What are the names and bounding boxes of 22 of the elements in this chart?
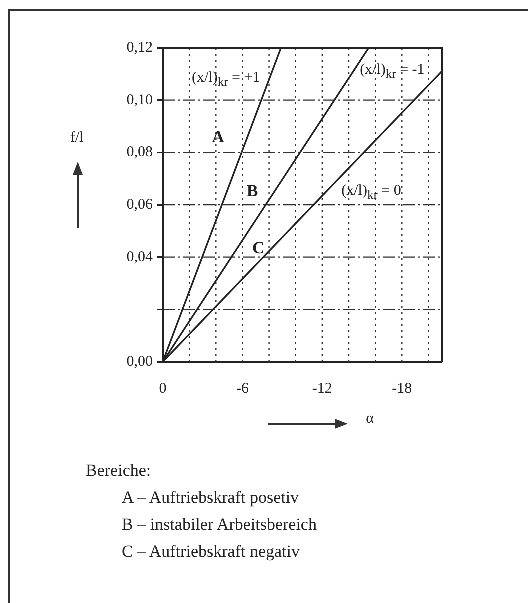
series-label: (x/l)$_{kr}$ = +1 — [192, 70, 260, 90]
series-label: (x/l)$_{kr}$ = -1 — [360, 62, 425, 82]
y-axis-title: f/l — [70, 130, 84, 146]
text: Bereiche: — [86, 461, 152, 481]
y-tick-label: 0,08 — [126, 144, 153, 161]
annotation: C — [252, 238, 265, 258]
x-tick-label: -6 — [236, 380, 250, 397]
series-label: (x/l)$_{kr}$ = 0 — [342, 182, 402, 202]
x-tick-label: 0 — [159, 380, 167, 397]
text: A – Auftriebskraft posetiv — [122, 488, 300, 508]
x-tick-label: -18 — [392, 380, 412, 397]
y-tick-label: 0,10 — [126, 92, 153, 108]
annotation: B — [246, 182, 258, 202]
x-tick-label: -12 — [312, 380, 332, 397]
annotation: A — [212, 128, 224, 148]
text: C – Auftriebskraft negativ — [122, 542, 300, 562]
y-tick-label: 0,04 — [126, 249, 154, 266]
y-tick-label: 0,12 — [126, 40, 153, 56]
y-tick-label: 0,06 — [126, 196, 154, 213]
text: B – instabiler Arbeitsbereich — [122, 515, 317, 535]
x-axis-title: α — [366, 410, 374, 428]
y-tick-label: 0,00 — [126, 354, 153, 370]
